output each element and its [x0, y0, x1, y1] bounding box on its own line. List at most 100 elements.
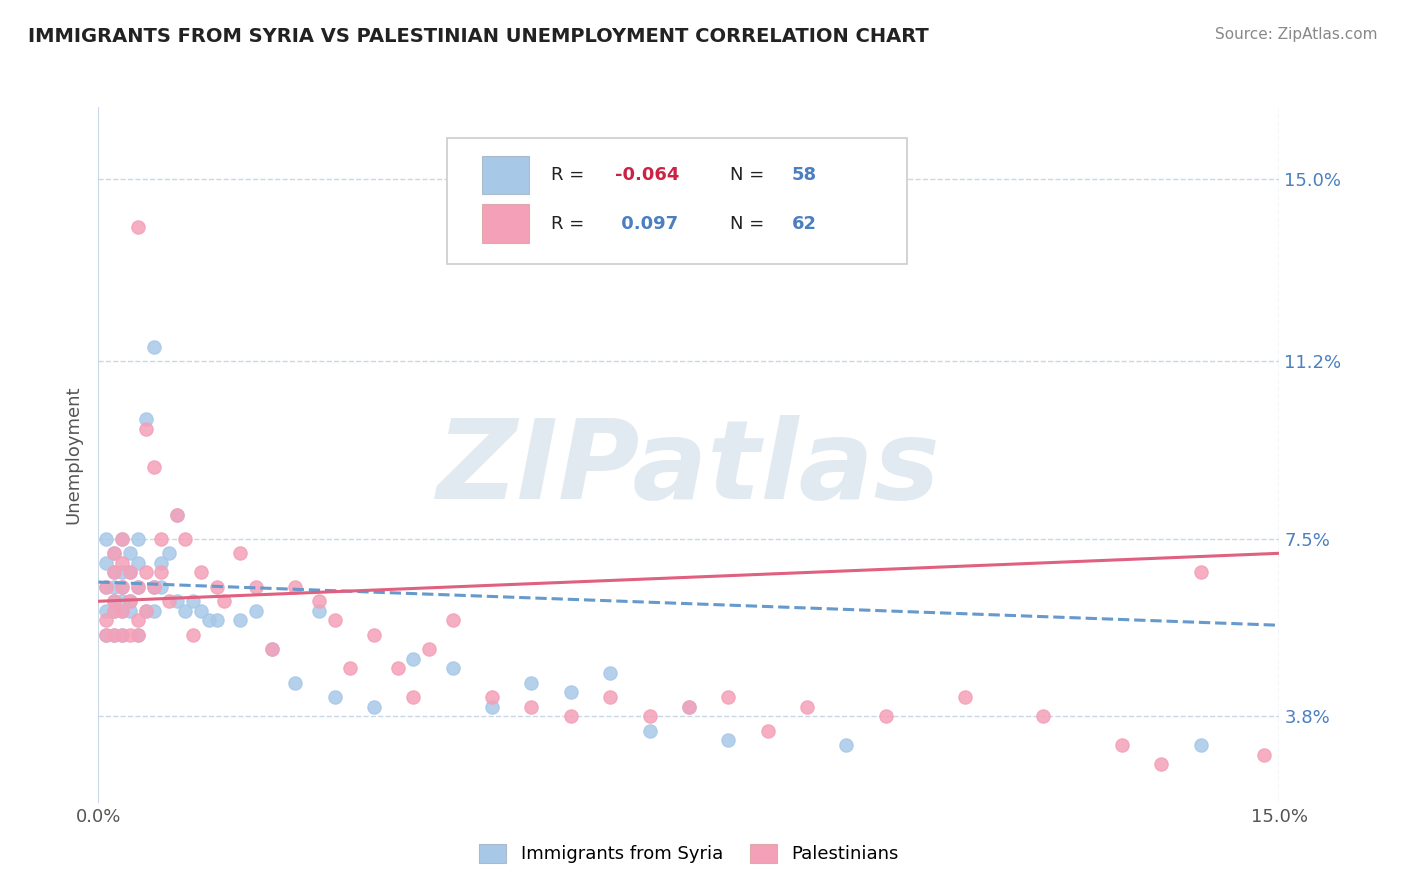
Point	[308, 604, 330, 618]
Point	[835, 738, 858, 752]
Point	[103, 566, 125, 580]
Point	[1189, 738, 1212, 752]
Point	[157, 594, 180, 608]
Point	[1111, 738, 1133, 752]
Point	[1150, 757, 1173, 772]
Point	[111, 628, 134, 642]
Point	[150, 532, 173, 546]
Point	[481, 699, 503, 714]
Text: 62: 62	[792, 215, 817, 233]
Bar	[482, 204, 530, 243]
Point	[520, 699, 543, 714]
Point	[142, 604, 165, 618]
Text: R =: R =	[551, 215, 589, 233]
Point	[229, 614, 252, 628]
Point	[96, 556, 118, 570]
Point	[323, 690, 346, 705]
Point	[190, 566, 212, 580]
Text: 0.097: 0.097	[614, 215, 678, 233]
Point	[135, 604, 157, 618]
Text: -0.064: -0.064	[614, 166, 679, 184]
Text: 58: 58	[792, 166, 817, 184]
Point	[190, 604, 212, 618]
Point	[103, 628, 125, 642]
Point	[127, 628, 149, 642]
Point	[166, 594, 188, 608]
Point	[387, 661, 409, 675]
Y-axis label: Unemployment: Unemployment	[65, 385, 83, 524]
Point	[260, 642, 283, 657]
Point	[103, 546, 125, 560]
Text: R =: R =	[551, 166, 589, 184]
Point	[1032, 709, 1054, 723]
Point	[323, 614, 346, 628]
Point	[111, 604, 134, 618]
Point	[96, 614, 118, 628]
Point	[166, 508, 188, 522]
Point	[118, 546, 141, 560]
Point	[96, 604, 118, 618]
Point	[142, 580, 165, 594]
Point	[520, 676, 543, 690]
Point	[418, 642, 440, 657]
Point	[142, 340, 165, 354]
Point	[118, 604, 141, 618]
Point	[127, 556, 149, 570]
Point	[181, 628, 204, 642]
Point	[96, 532, 118, 546]
Point	[118, 566, 141, 580]
Point	[127, 219, 149, 234]
Point	[103, 604, 125, 618]
Point	[150, 580, 173, 594]
Point	[103, 594, 125, 608]
Point	[1189, 566, 1212, 580]
Point	[127, 532, 149, 546]
Point	[402, 652, 425, 666]
Text: N =: N =	[730, 166, 770, 184]
Point	[118, 566, 141, 580]
Point	[638, 723, 661, 738]
Point	[284, 676, 307, 690]
Point	[363, 699, 385, 714]
Point	[127, 580, 149, 594]
Point	[96, 628, 118, 642]
Point	[142, 580, 165, 594]
Point	[174, 532, 197, 546]
Point	[284, 580, 307, 594]
Point	[111, 556, 134, 570]
Point	[205, 580, 228, 594]
Point	[441, 614, 464, 628]
Point	[756, 723, 779, 738]
Point	[127, 580, 149, 594]
Point	[111, 580, 134, 594]
Point	[111, 594, 134, 608]
Point	[166, 508, 188, 522]
Point	[181, 594, 204, 608]
Text: ZIPatlas: ZIPatlas	[437, 416, 941, 523]
Point	[135, 421, 157, 435]
Point	[111, 604, 134, 618]
Point	[245, 580, 267, 594]
Point	[135, 566, 157, 580]
Point	[481, 690, 503, 705]
Point	[953, 690, 976, 705]
Point	[111, 628, 134, 642]
Point	[127, 614, 149, 628]
Point	[245, 604, 267, 618]
Point	[135, 604, 157, 618]
Point	[205, 614, 228, 628]
Point	[111, 532, 134, 546]
Point	[103, 628, 125, 642]
Point	[96, 580, 118, 594]
Point	[127, 628, 149, 642]
Point	[402, 690, 425, 705]
Point	[197, 614, 219, 628]
Point	[142, 459, 165, 474]
Point	[111, 532, 134, 546]
Point	[118, 594, 141, 608]
Point	[118, 628, 141, 642]
Point	[260, 642, 283, 657]
Point	[599, 690, 621, 705]
Point	[103, 594, 125, 608]
Point	[103, 580, 125, 594]
